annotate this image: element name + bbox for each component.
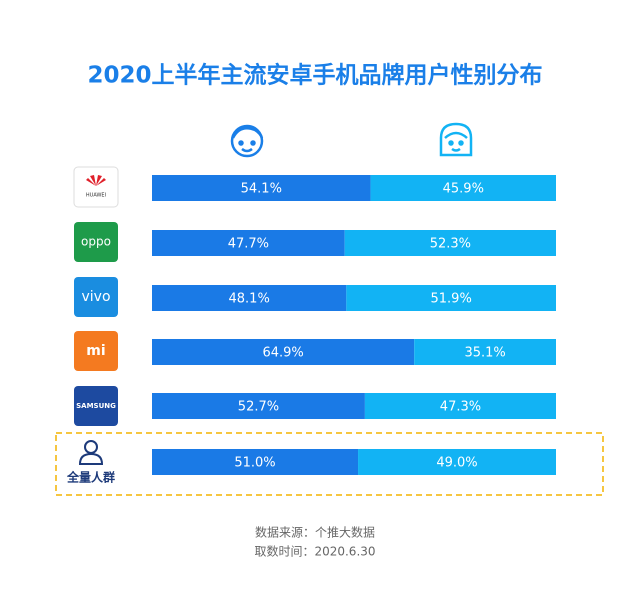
footer-text: 取数时间：2020.6.30 xyxy=(254,544,375,559)
bar-segment xyxy=(358,449,556,475)
logo-all-users: 全量人群 xyxy=(66,440,115,485)
logo-oppo: oppo xyxy=(74,222,118,262)
logo-vivo: vivo xyxy=(74,277,118,317)
highlight-box xyxy=(55,432,604,496)
value-label: 35.1% xyxy=(464,346,505,361)
chart-title: 2020上半年主流安卓手机品牌用户性别分布 xyxy=(87,62,542,89)
category-label: HUAWEI xyxy=(86,193,106,199)
value-label: 54.1% xyxy=(241,182,282,197)
bar-segment xyxy=(152,175,371,201)
category-label: oppo xyxy=(81,235,111,249)
bar-segment xyxy=(152,449,359,475)
logo-mi: mi xyxy=(74,331,118,371)
category-label: mi xyxy=(86,343,105,359)
value-label: 52.7% xyxy=(238,400,279,415)
logo-samsung: SAMSUNG xyxy=(74,386,118,426)
bar-segment xyxy=(152,285,347,311)
category-label: SAMSUNG xyxy=(76,402,116,410)
bar-segment xyxy=(346,285,556,311)
value-label: 52.3% xyxy=(430,237,471,252)
bar-segment xyxy=(370,175,556,201)
value-label: 47.3% xyxy=(440,400,481,415)
category-label: vivo xyxy=(81,289,110,305)
value-label: 49.0% xyxy=(436,456,477,471)
bar-segment xyxy=(152,393,365,419)
value-label: 64.9% xyxy=(262,346,303,361)
value-label: 51.9% xyxy=(431,292,472,307)
bar-segment xyxy=(364,393,556,419)
value-label: 45.9% xyxy=(443,182,484,197)
value-label: 48.1% xyxy=(229,292,270,307)
female-icon xyxy=(439,122,473,157)
male-icon xyxy=(230,124,264,158)
category-label: 全量人群 xyxy=(66,470,115,485)
value-label: 47.7% xyxy=(228,237,269,252)
bar-segment xyxy=(344,230,556,256)
footer-text: 数据来源：个推大数据 xyxy=(255,525,375,540)
bar-segment xyxy=(414,339,556,365)
value-label: 51.0% xyxy=(234,456,275,471)
logo-huawei: HUAWEI xyxy=(73,166,119,208)
bar-segment xyxy=(152,230,345,256)
bar-segment xyxy=(152,339,415,365)
